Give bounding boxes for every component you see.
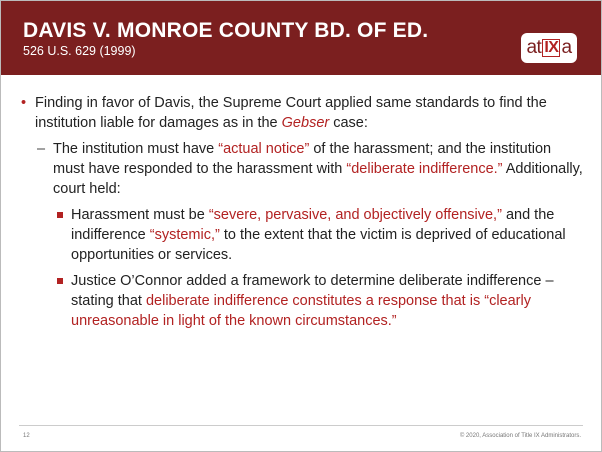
bullet-marker: • — [21, 95, 27, 111]
text-run: case: — [329, 115, 368, 131]
logo-text: a — [561, 37, 572, 58]
body: • Finding in favor of Davis, the Supreme … — [21, 93, 586, 337]
text-run: The institution must have — [53, 141, 219, 157]
bullet-marker — [57, 278, 63, 284]
page-number: 12 — [23, 433, 30, 439]
bullet: Harassment must be “severe, pervasive, a… — [21, 205, 586, 265]
footer-line — [19, 425, 583, 426]
text-run: deliberate indifference constitutes a re… — [71, 293, 531, 329]
bullet: Justice O’Connor added a framework to de… — [21, 271, 586, 331]
text-run: to the extent that the victim is deprive… — [71, 227, 566, 263]
bullet: – The institution must have “actual notic… — [21, 139, 586, 199]
header: DAVIS V. MONROE COUNTY BD. OF ED. 526 U.… — [1, 1, 601, 75]
text-run: “actual notice” — [218, 141, 310, 157]
text-run: Finding in favor of Davis, the Supreme C… — [35, 95, 547, 131]
text-run: Gebser — [281, 115, 330, 131]
text-run: and the indifference — [71, 207, 555, 243]
text-run: Harassment must be — [71, 207, 209, 223]
bullet: • Finding in favor of Davis, the Supreme … — [21, 93, 586, 133]
bullet-marker: – — [37, 141, 46, 157]
logo-text: IX — [542, 39, 561, 57]
text-run: “deliberate indifference.” — [346, 161, 503, 177]
bullet-marker — [57, 212, 63, 218]
subtitle: 526 U.S. 629 (1999) — [23, 44, 136, 58]
title: DAVIS V. MONROE COUNTY BD. OF ED. — [23, 19, 429, 42]
copyright: © 2020, Association of Title IX Administ… — [459, 433, 581, 439]
logo: at IX a — [521, 33, 577, 63]
text-run: of the harassment; and the institution m… — [53, 141, 552, 177]
text-run: Additionally, court held: — [53, 161, 583, 197]
text-run: Justice O’Connor added a framework to de… — [71, 273, 554, 309]
text-run: “severe, pervasive, and objectively offe… — [208, 207, 502, 223]
logo-text: at — [526, 37, 542, 58]
text-run: “systemic,” — [149, 227, 220, 243]
